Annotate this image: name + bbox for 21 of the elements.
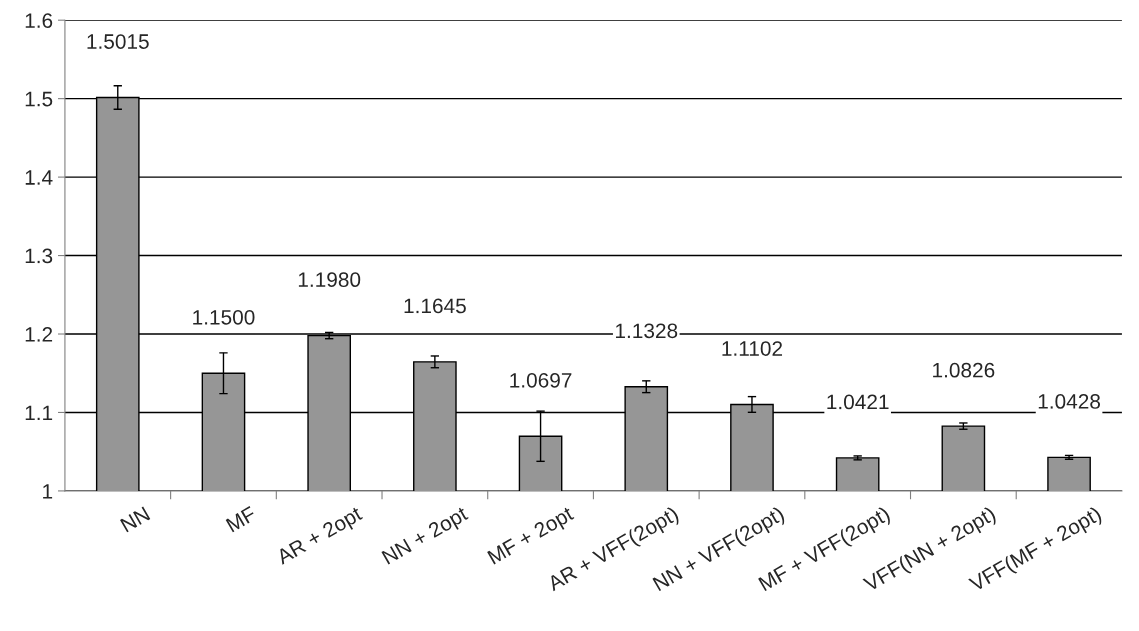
x-tick-label: NN xyxy=(120,506,151,533)
x-tick-label: NN + 2opt xyxy=(381,505,471,569)
data-label: 1.0826 xyxy=(933,362,995,378)
data-label: 1.1328 xyxy=(616,323,678,339)
data-label: 1.1102 xyxy=(722,341,783,356)
data-label: 1.0421 xyxy=(827,394,889,410)
data-label: 1.1500 xyxy=(193,309,255,325)
data-label: 1.1645 xyxy=(404,298,466,314)
y-tick-label: 1.4 xyxy=(25,170,53,185)
y-tick-label: 1.6 xyxy=(25,13,53,28)
data-label: 1.1980 xyxy=(298,272,361,288)
y-tick-label: 1.3 xyxy=(25,248,53,264)
y-tick-label: 1.2 xyxy=(25,327,53,342)
y-tick-label: 1.1 xyxy=(25,405,53,421)
x-tick-label: MF xyxy=(225,506,257,533)
data-label: 1.0428 xyxy=(1038,394,1101,409)
y-tick-label: 1 xyxy=(43,484,53,499)
data-label: 1.0697 xyxy=(510,372,572,388)
data-label: 1.5015 xyxy=(87,34,149,49)
x-tick-label: AR + 2opt xyxy=(275,505,366,569)
y-tick-label: 1.5 xyxy=(25,91,53,107)
